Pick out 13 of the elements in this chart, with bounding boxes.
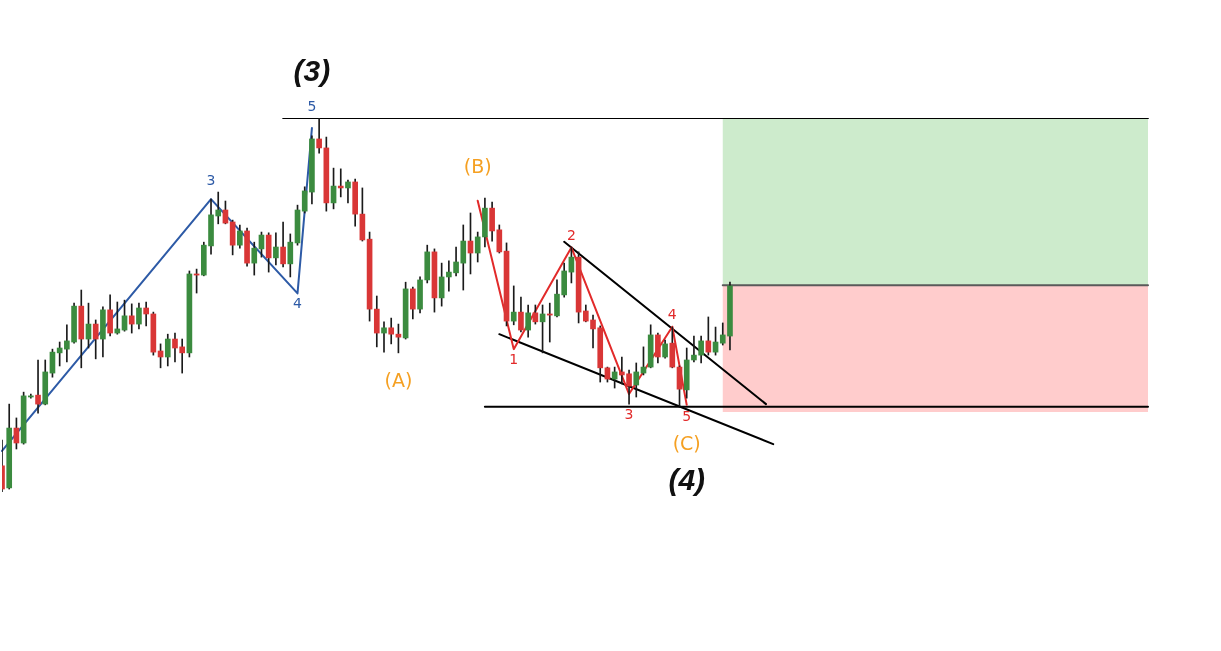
annotation: (C) <box>672 432 701 455</box>
annotation: 4 <box>293 295 303 312</box>
annotation: (A) <box>384 369 413 392</box>
annotation: (3) <box>293 54 331 88</box>
annotation: 3 <box>624 405 634 422</box>
annotation: 4 <box>667 306 677 323</box>
annotation: 5 <box>682 407 692 424</box>
annotation: (4) <box>668 463 706 497</box>
annotation: (B) <box>463 155 492 178</box>
annotation: 5 <box>307 97 317 114</box>
annotation: 3 <box>206 171 216 188</box>
annotation: 1 <box>509 350 519 367</box>
annotation: 2 <box>566 226 576 243</box>
